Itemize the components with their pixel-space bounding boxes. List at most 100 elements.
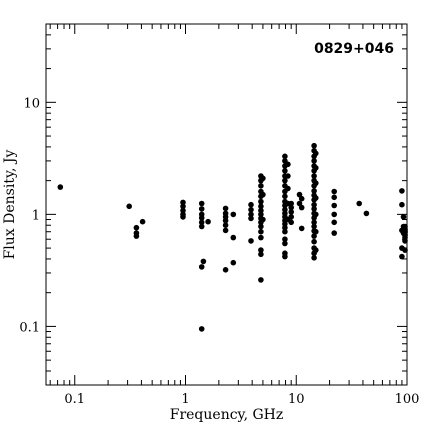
data-point [282,168,288,174]
data-point [311,219,317,226]
data-point [288,209,295,215]
data-point [222,222,229,228]
data-point [180,199,186,206]
data-point [260,175,266,182]
data-point [258,251,264,258]
data-point [298,204,305,211]
data-point [180,203,186,210]
data-point [222,205,229,212]
data-point [282,224,288,231]
data-point [288,214,295,220]
data-point [285,161,291,168]
data-point [313,228,319,235]
data-point [248,215,254,222]
data-point [282,240,288,247]
data-point [126,203,132,210]
data-point [313,180,319,186]
data-point [282,228,288,235]
data-point [230,234,237,241]
data-point [311,233,317,239]
data-point [331,230,338,236]
data-point [311,173,317,179]
data-point [311,201,317,208]
data-point [298,225,305,232]
plot-frame [45,23,408,386]
data-point [222,267,229,273]
data-point [230,211,237,218]
data-point [399,201,405,208]
data-point [133,224,140,231]
data-point [311,206,317,212]
data-point [331,194,338,201]
data-point [200,258,207,265]
data-point [248,238,254,244]
data-point [260,191,266,198]
data-point [282,236,288,242]
y-axis-label: Flux Density, Jy [2,149,18,259]
data-point [258,277,264,283]
y-tick-label: 1 [32,208,40,223]
data-point [296,200,303,207]
data-point [258,223,264,230]
data-point [222,227,229,234]
data-point [198,200,205,207]
data-point [282,177,288,184]
data-point [258,183,264,189]
data-point [139,218,146,225]
data-point [258,203,264,210]
data-point [205,218,211,225]
data-point [288,200,295,207]
data-points [57,142,408,332]
data-point [331,188,338,195]
data-point [311,238,317,245]
x-tick-label: 1 [181,392,189,407]
data-point [356,200,363,207]
data-point [313,247,319,253]
data-point [288,204,295,211]
data-point [282,193,288,200]
axis-ticks [46,23,408,386]
data-point [311,158,317,164]
data-point [311,188,317,194]
x-tick-label: 100 [395,392,420,407]
data-point [198,219,205,226]
data-point [399,188,405,194]
data-point [258,247,264,253]
data-point [288,219,295,226]
data-point [311,142,317,149]
data-point [313,195,319,201]
data-point [313,165,319,171]
chart-title: 0829+046 [314,41,394,57]
data-point [198,215,205,221]
data-point [402,223,408,230]
data-point [230,259,237,266]
data-point [331,211,338,218]
data-point [402,238,408,244]
data-point [285,185,291,192]
y-tick-label: 0.1 [19,320,40,335]
data-point [57,184,64,190]
data-point [313,150,319,157]
data-point [258,228,264,235]
data-point [198,264,205,270]
data-point [198,206,205,212]
data-point [258,198,264,205]
data-point [258,234,264,241]
y-tick-label: 10 [23,96,40,111]
data-point [311,223,317,230]
x-tick-label: 10 [288,392,305,407]
data-point [285,173,291,179]
data-point [248,206,254,213]
data-point [296,191,303,198]
data-point [180,214,186,220]
x-axis-label: Frequency, GHz [170,407,284,423]
data-point [258,211,264,218]
data-point [399,253,405,260]
data-point [198,223,205,230]
data-point [222,217,229,224]
data-point [400,214,407,220]
data-point [311,254,317,261]
data-point [248,211,254,218]
data-point [331,202,338,209]
